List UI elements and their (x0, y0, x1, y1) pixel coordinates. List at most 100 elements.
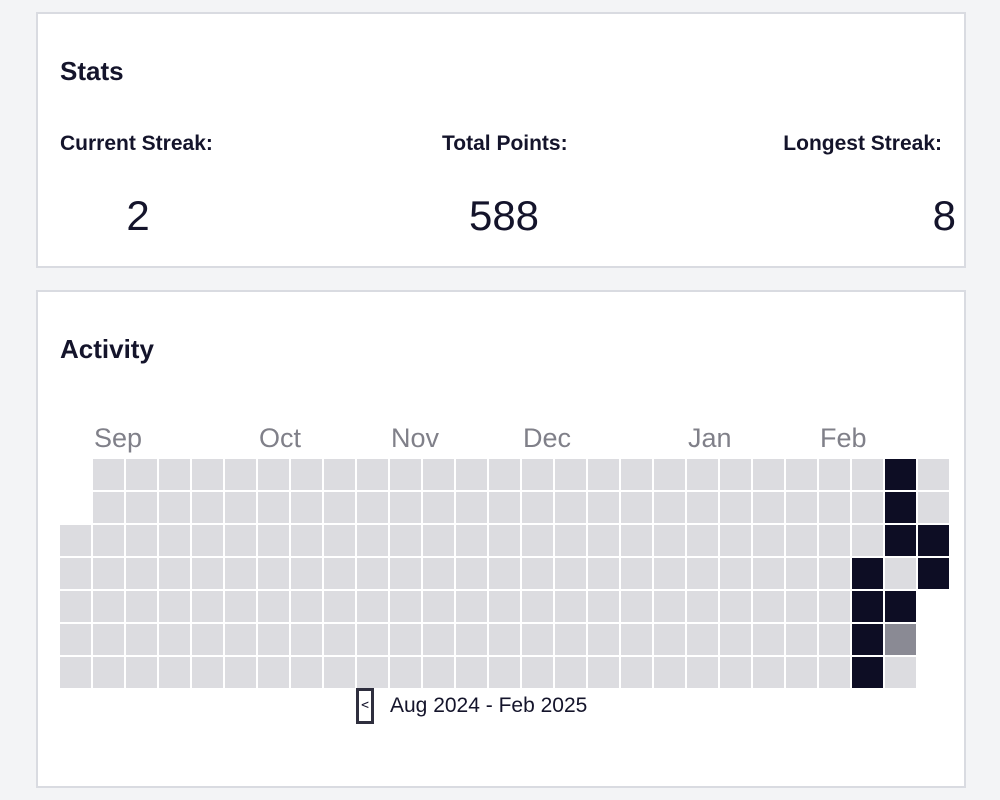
heatmap-cell (291, 657, 322, 688)
date-range-label: Aug 2024 - Feb 2025 (390, 694, 588, 717)
heatmap-cell (192, 591, 223, 622)
heatmap-cell (885, 591, 916, 622)
heatmap-cell (654, 624, 685, 655)
heatmap-cell (489, 591, 520, 622)
heatmap-cell (885, 558, 916, 589)
heatmap-cell (555, 657, 586, 688)
heatmap-cell (159, 459, 190, 490)
heatmap-cell (786, 459, 817, 490)
heatmap-cell (654, 591, 685, 622)
heatmap-cell (489, 558, 520, 589)
heatmap-cell (621, 591, 652, 622)
current-streak-label: Current Streak: (60, 132, 213, 155)
heatmap-cell (654, 492, 685, 523)
heatmap-cell (885, 624, 916, 655)
heatmap-cell (654, 657, 685, 688)
heatmap-cell (555, 624, 586, 655)
date-range-nav: < Aug 2024 - Feb 2025 (356, 688, 587, 724)
heatmap-cell (753, 492, 784, 523)
heatmap-cell (390, 591, 421, 622)
heatmap-cell (423, 657, 454, 688)
previous-range-button[interactable]: < (356, 688, 374, 724)
heatmap-cell (489, 624, 520, 655)
heatmap-cell (423, 624, 454, 655)
heatmap-cell (126, 657, 157, 688)
heatmap-cell (819, 525, 850, 556)
heatmap-cell (225, 657, 256, 688)
heatmap-cell (291, 492, 322, 523)
heatmap-cell (60, 657, 91, 688)
heatmap-cell (60, 558, 91, 589)
heatmap-cell (291, 558, 322, 589)
heatmap-cell (390, 492, 421, 523)
heatmap-cell (60, 624, 91, 655)
heatmap-cell (654, 558, 685, 589)
heatmap-cell (225, 558, 256, 589)
heatmap-cell (588, 624, 619, 655)
heatmap-cell (588, 492, 619, 523)
heatmap-cell (489, 459, 520, 490)
heatmap-cell (819, 459, 850, 490)
heatmap-cell (753, 624, 784, 655)
heatmap-cell (522, 492, 553, 523)
heatmap-cell (60, 525, 91, 556)
heatmap-cell (258, 492, 289, 523)
heatmap-cell (258, 657, 289, 688)
heatmap-cell (621, 558, 652, 589)
heatmap-cell (93, 624, 124, 655)
heatmap-cell (918, 558, 949, 589)
heatmap-cell (555, 591, 586, 622)
heatmap-cell (159, 525, 190, 556)
heatmap-cell (93, 492, 124, 523)
heatmap-cell (720, 525, 751, 556)
heatmap-cell (786, 492, 817, 523)
heatmap-cell (357, 525, 388, 556)
heatmap-cell (456, 558, 487, 589)
heatmap-cell (489, 525, 520, 556)
heatmap-cell (522, 459, 553, 490)
heatmap-cell (423, 591, 454, 622)
heatmap-cell (621, 459, 652, 490)
heatmap-cell (918, 492, 949, 523)
heatmap-cell (390, 525, 421, 556)
heatmap-cell (786, 591, 817, 622)
heatmap-cell (588, 459, 619, 490)
heatmap-cell (588, 591, 619, 622)
activity-card: Activity Sep Oct Nov Dec Jan Feb < Aug 2024 -… (36, 290, 966, 788)
heatmap-cell (423, 525, 454, 556)
heatmap-cell (720, 492, 751, 523)
heatmap-cell (720, 624, 751, 655)
heatmap-cell (93, 657, 124, 688)
heatmap-cell (126, 525, 157, 556)
heatmap-cell (258, 591, 289, 622)
heatmap-cell (753, 558, 784, 589)
heatmap-cell (93, 525, 124, 556)
month-label: Dec (523, 423, 571, 453)
heatmap-cell (159, 492, 190, 523)
total-points-value: 588 (468, 192, 540, 239)
heatmap-cell (819, 591, 850, 622)
month-label: Feb (820, 423, 867, 453)
heatmap-cell (159, 591, 190, 622)
heatmap-cell (852, 558, 883, 589)
heatmap-cell (588, 657, 619, 688)
heatmap-cell (126, 624, 157, 655)
heatmap-cell (621, 657, 652, 688)
heatmap-cell (357, 591, 388, 622)
heatmap-cell (753, 525, 784, 556)
stats-title: Stats (60, 56, 124, 86)
heatmap-cell (225, 591, 256, 622)
month-label: Nov (391, 423, 440, 453)
heatmap-cell (753, 459, 784, 490)
heatmap-cell (852, 459, 883, 490)
heatmap-cell (819, 657, 850, 688)
heatmap-cell (258, 459, 289, 490)
heatmap-cells (60, 459, 949, 688)
month-label: Sep (94, 423, 142, 453)
longest-streak-value: 8 (932, 192, 956, 239)
heatmap-cell (654, 525, 685, 556)
heatmap-cell (819, 624, 850, 655)
heatmap-cell (819, 558, 850, 589)
heatmap-cell (357, 624, 388, 655)
heatmap-cell (291, 525, 322, 556)
